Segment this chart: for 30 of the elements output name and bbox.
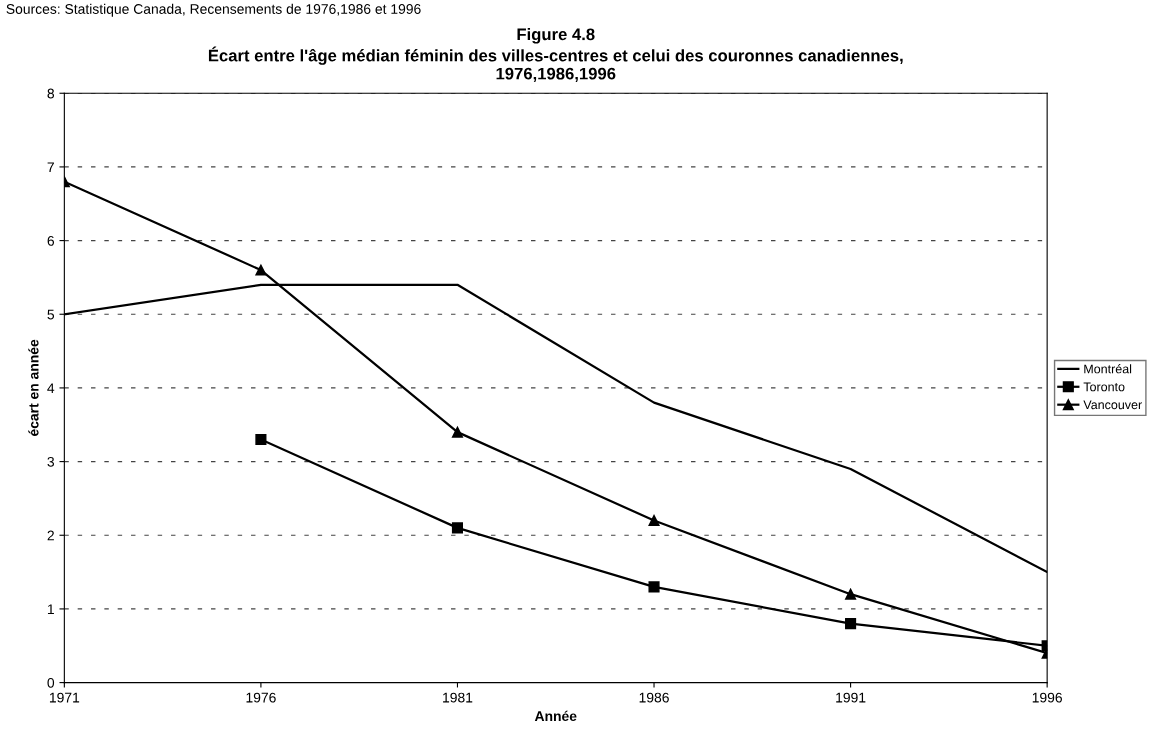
y-tick-label: 5 — [47, 309, 55, 320]
y-tick-label: 2 — [47, 530, 54, 541]
x-tick-label: 1976 — [246, 692, 276, 703]
point — [845, 618, 857, 630]
legend-label: Toronto — [1083, 382, 1125, 392]
x-tick-label: 1996 — [1032, 692, 1062, 703]
point — [451, 522, 464, 534]
source-note: Sources: Statistique Canada, Recensements de 1976,1986 et 1996 — [6, 3, 421, 17]
y-tick-label: 3 — [47, 456, 55, 467]
y-tick-label: 0 — [47, 677, 55, 688]
x-axis-title: Année — [534, 710, 577, 722]
point — [451, 426, 464, 438]
x-tick-label: 1991 — [836, 692, 866, 703]
x-tick-label: 1981 — [443, 692, 473, 703]
legend-label: Montréal — [1084, 364, 1132, 374]
point — [255, 264, 267, 276]
x-tick-label: 1971 — [49, 692, 80, 703]
y-tick-label: 7 — [47, 162, 54, 172]
y-tick-label: 8 — [47, 88, 55, 99]
y-tick-label: 4 — [47, 383, 55, 393]
y-tick-label: 1 — [47, 604, 54, 614]
point — [648, 581, 660, 593]
point — [255, 433, 267, 446]
y-tick-label: 6 — [47, 235, 55, 246]
x-tick-label: 1986 — [639, 692, 669, 703]
y-axis-title: écart en année — [28, 339, 39, 437]
legend-label: Vancouver — [1083, 400, 1142, 410]
point — [845, 588, 857, 600]
point — [648, 514, 660, 527]
chart-title: Figure 4.8 Écart entre l'âge médian féminin des villes-centres et celui des couronnes canadiennes, 1976,1986,1996 — [208, 28, 903, 82]
